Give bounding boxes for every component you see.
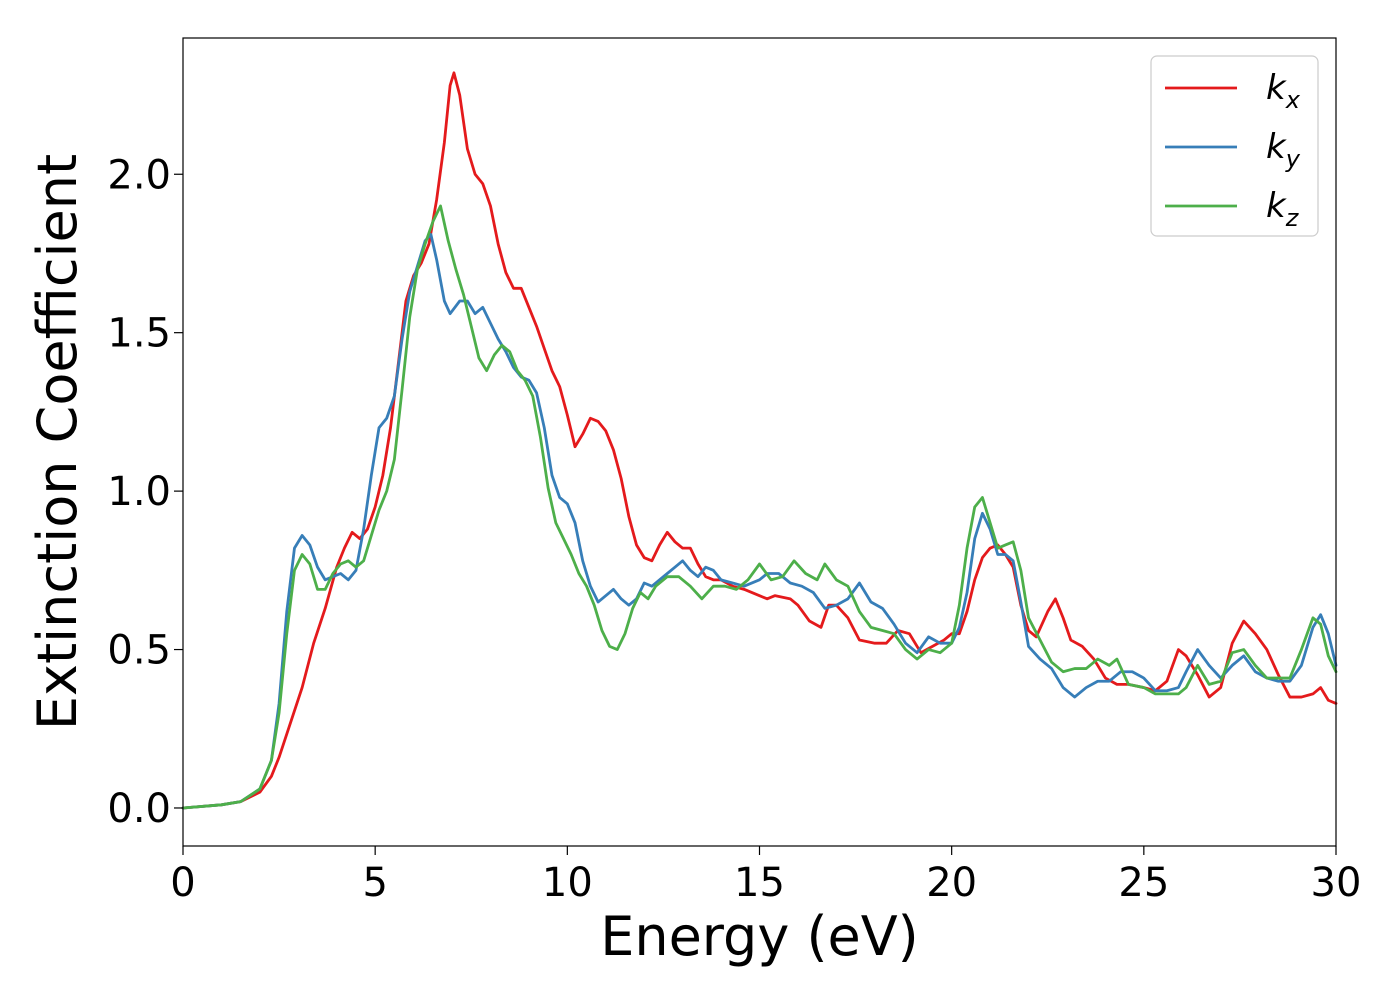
x-tick-label: 10 xyxy=(542,860,593,906)
legend-label-k-z: kz xyxy=(1266,186,1300,232)
x-axis-title: Energy (eV) xyxy=(600,905,919,968)
legend: kx ky kz xyxy=(1150,55,1319,237)
series-line-k-y xyxy=(181,233,1338,810)
x-tick-label: 20 xyxy=(926,860,977,906)
x-tick-label: 30 xyxy=(1311,860,1362,906)
x-tick-label: 25 xyxy=(1118,860,1169,906)
legend-label-k-x: kx xyxy=(1266,68,1301,114)
x-tick-label: 15 xyxy=(734,860,785,906)
legend-items: kx ky kz xyxy=(1165,68,1301,232)
y-tick-label: 1.5 xyxy=(107,311,171,357)
series-layer xyxy=(181,71,1338,810)
y-tick-label: 1.0 xyxy=(107,469,171,515)
plot-background xyxy=(183,38,1336,846)
y-axis: 0.0 0.5 1.0 1.5 2.0 xyxy=(107,152,183,832)
y-tick-label: 2.0 xyxy=(107,152,171,198)
x-tick-label: 0 xyxy=(170,860,195,906)
y-axis-title: Extinction Coefficient xyxy=(26,154,89,730)
x-tick-label: 5 xyxy=(362,860,387,906)
y-tick-label: 0.0 xyxy=(107,786,171,832)
series-line-k-z xyxy=(181,204,1338,810)
y-tick-label: 0.5 xyxy=(107,628,171,674)
x-axis: 0 5 10 15 20 25 30 xyxy=(170,846,1361,906)
legend-label-k-y: ky xyxy=(1266,127,1301,173)
